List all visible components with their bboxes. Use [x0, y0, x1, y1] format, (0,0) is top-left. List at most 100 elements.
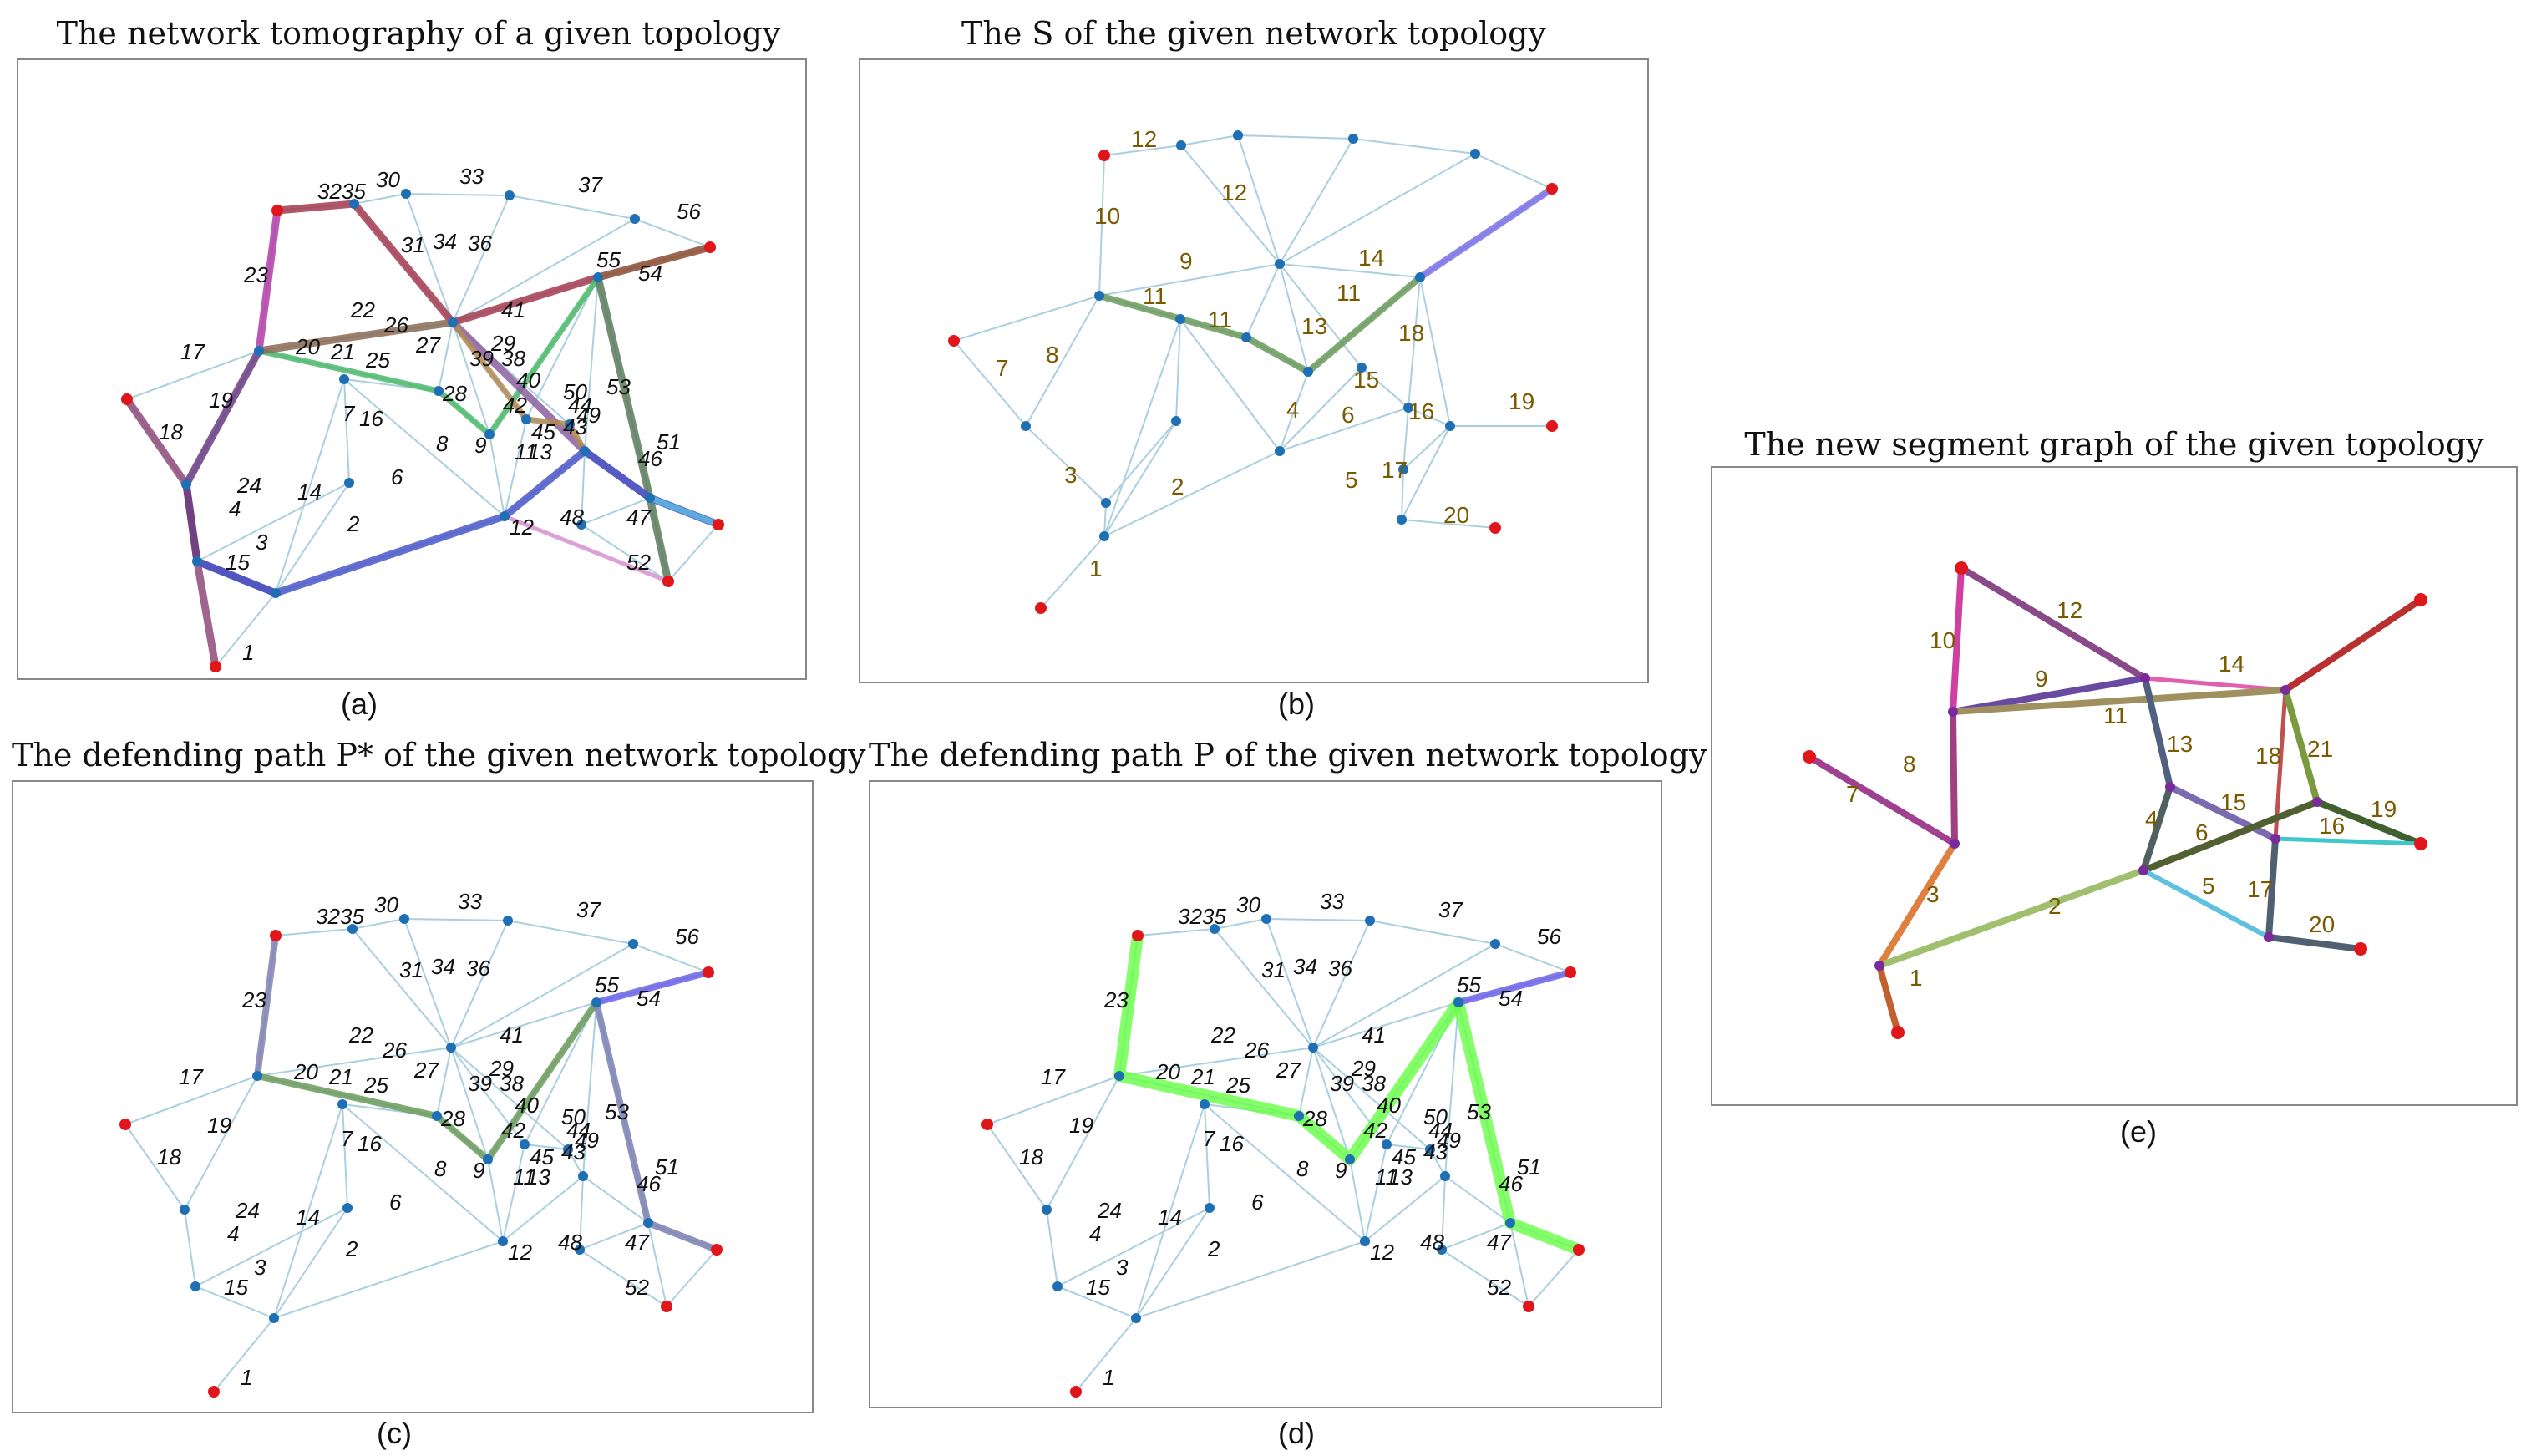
edge-label-48: 48 [560, 505, 584, 530]
edge-label-17: 25 [363, 1073, 388, 1098]
segment-label-22: 1 [1089, 556, 1103, 581]
edge-33 [567, 1149, 584, 1177]
segment-label-8: 13 [1301, 313, 1327, 339]
edge-8 [353, 193, 407, 205]
edge-34 [1364, 1144, 1387, 1242]
edge-44 [1528, 1249, 1580, 1307]
segment-graph-edge-9 [1806, 753, 1958, 847]
edge-label-26: 7 [341, 1126, 354, 1151]
edge-label-36: 51 [657, 429, 681, 454]
segment-graph-label-1: 12 [2057, 597, 2082, 623]
highlight-path-1 [255, 206, 282, 355]
node-n23 [1360, 1236, 1370, 1246]
terminal-node-r14 [1546, 183, 1558, 195]
node-m10 [1176, 140, 1186, 150]
node-m12 [1348, 134, 1358, 144]
node-n26 [1453, 997, 1463, 1007]
edge-9 [1266, 918, 1371, 921]
segment-label-20: 5 [1345, 467, 1358, 493]
segment-edge-1 [1103, 502, 1107, 537]
edge-label-11: 22 [1210, 1022, 1235, 1048]
edge-46 [1312, 1047, 1431, 1150]
segment-graph-label-19: 20 [2309, 911, 2335, 937]
terminal-node-t6 [2354, 942, 2367, 956]
edge-label-5: 23 [1103, 987, 1129, 1012]
terminal-node-t1 [1955, 561, 1968, 575]
edge-label-16: 21 [330, 339, 355, 364]
edge-label-35: 49 [575, 1128, 599, 1153]
edge-label-51: 3 [256, 530, 268, 555]
segment-graph-label-10: 8 [1903, 751, 1916, 777]
segment-label-3: 9 [1179, 248, 1193, 274]
edge-28 [196, 482, 350, 562]
segment-graph-edge-20 [1876, 962, 1901, 1036]
node-n6 [252, 1071, 262, 1081]
segment-graph-label-18: 2 [2048, 893, 2062, 919]
node-n13 [630, 214, 640, 224]
segment-graph-label-8: 19 [2371, 796, 2397, 822]
edge-5 [987, 1075, 1120, 1125]
highlight-path-4 [256, 274, 601, 438]
edge-label-28: 28 [442, 381, 467, 406]
edge-label-15: 20 [293, 1059, 318, 1084]
node-n23 [500, 511, 510, 521]
edge-label-8: 36 [1328, 956, 1352, 981]
segment-graph-edge-12 [2273, 836, 2423, 846]
edge-label-34: 43 [1423, 1139, 1448, 1164]
edge-43 [579, 1249, 667, 1307]
edge-label-15: 20 [295, 334, 320, 359]
edge-label-27: 16 [1220, 1131, 1244, 1156]
node-n3 [192, 556, 202, 566]
node-n12 [503, 916, 513, 926]
node-n8 [339, 374, 349, 384]
segment-graph-edge-21 [2282, 596, 2424, 693]
segment-label-21: 20 [1443, 502, 1469, 528]
edge-label-20: 29 [489, 1056, 514, 1081]
node-n3 [190, 1281, 200, 1291]
node-n9 [344, 478, 354, 488]
segment-label-10: 7 [996, 355, 1009, 381]
terminal-node-n24 [1523, 1301, 1534, 1312]
edge-label-18: 27 [415, 332, 441, 358]
edge-33 [1429, 1149, 1446, 1177]
edge-label-48: 48 [558, 1230, 582, 1255]
edge-45 [342, 1103, 504, 1242]
edge-label-6: 31 [1261, 957, 1286, 982]
edge-label-28: 28 [1302, 1106, 1327, 1131]
edge-label-14: 17 [179, 1064, 204, 1089]
segment-edge-0 [1040, 535, 1105, 609]
edge-28 [1057, 1207, 1210, 1287]
edge-14 [256, 1047, 452, 1077]
segment-graph-edge-6 [2273, 687, 2288, 841]
node-m4 [1021, 421, 1031, 431]
segment-graph-label-7: 21 [2307, 736, 2333, 762]
edge-37 [502, 1175, 584, 1242]
segment-label-6: 11 [1337, 280, 1361, 306]
edge-10 [507, 920, 634, 945]
segment-label-9: 18 [1398, 320, 1424, 346]
edge-label-50: 52 [626, 550, 651, 575]
segment-edge-7 [1103, 145, 1182, 156]
edge-1 [195, 1286, 275, 1319]
edge-27 [273, 1103, 343, 1319]
node-m19 [1403, 403, 1413, 413]
edge-label-2: 33 [459, 164, 484, 189]
edge-34 [502, 1144, 525, 1242]
segment-edge-4 [1025, 295, 1100, 427]
edge-label-9: 55 [1457, 972, 1481, 997]
edge-label-44: 1 [242, 640, 254, 665]
edge-label-29: 42 [503, 393, 527, 418]
edge-29 [273, 1207, 348, 1319]
edge-18 [1312, 943, 1496, 1048]
edge-label-52: 15 [226, 550, 250, 575]
segment-graph-label-4: 11 [2103, 703, 2128, 728]
segment-graph-label-0: 10 [1930, 627, 1955, 653]
edge-16 [405, 193, 454, 323]
segment-edge-8 [1180, 134, 1239, 146]
node-m20 [1398, 464, 1408, 474]
edge-label-52: 15 [224, 1275, 248, 1300]
segment-graph-edge-7 [2282, 687, 2321, 805]
segment-graph-label-14: 6 [2195, 819, 2209, 845]
edge-label-8: 36 [466, 956, 490, 981]
panel-caption-b: (b) [1278, 687, 1315, 721]
